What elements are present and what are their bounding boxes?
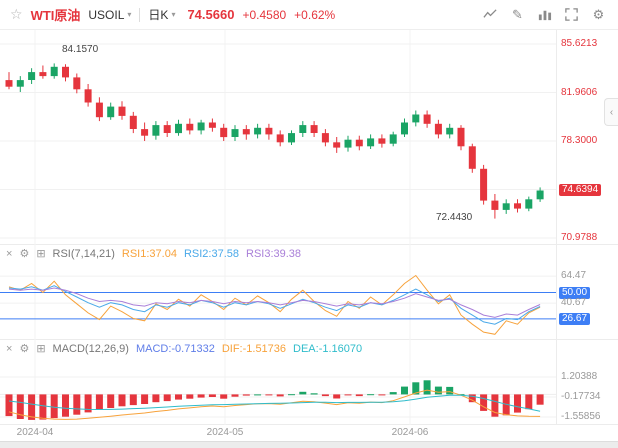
rsi2-value: RSI2:37.58 xyxy=(183,248,239,260)
candles xyxy=(5,63,544,219)
rsi-title: RSI(7,14,21) xyxy=(52,248,115,260)
macd-tick-label: 1.20388 xyxy=(561,371,598,382)
macd-histogram xyxy=(5,380,544,420)
current-price-label: 74.6394 xyxy=(559,184,602,196)
settings-gear-icon[interactable]: ⚙ xyxy=(592,6,605,22)
interval-label: 日K xyxy=(148,8,169,22)
macd-axis: 1.20388 -0.17734 -1.55856 xyxy=(556,340,618,424)
price-tick-label: 78.3000 xyxy=(561,135,598,146)
macd-chart[interactable] xyxy=(0,340,556,425)
macd-tick-label: -1.55856 xyxy=(561,411,601,422)
macd-settings-icon[interactable]: ⚙ xyxy=(19,343,30,355)
toolbar: ☆ WTI原油 USOIL ▾ 日K ▾ 74.5660 +0.4580 +0.… xyxy=(0,0,618,30)
rsi3-value: RSI3:39.38 xyxy=(246,248,302,260)
bottom-strip xyxy=(0,441,618,448)
price-change-percent: +0.62% xyxy=(294,7,336,22)
time-axis-label: 2024-06 xyxy=(391,427,429,438)
price-tick-label: 81.9606 xyxy=(561,87,598,98)
indicators-icon[interactable] xyxy=(535,5,554,24)
time-axis-label: 2024-04 xyxy=(16,427,54,438)
trendline-tool-icon[interactable] xyxy=(481,5,500,24)
rsi-pane: × ⚙ ⊞ RSI(7,14,21) RSI1:37.04 RSI2:37.58… xyxy=(0,245,618,340)
chevron-down-icon: ▾ xyxy=(171,10,176,19)
interval-selector[interactable]: 日K ▾ xyxy=(148,6,175,23)
price-tick-label: 85.6213 xyxy=(561,38,598,49)
rsi-axis: 64.47 50.00 40.67 26.67 xyxy=(556,245,618,339)
rsi-tick-label: 50.00 xyxy=(559,287,591,299)
rsi-tick-label: 64.47 xyxy=(561,270,587,281)
symbol-name[interactable]: WTI原油 xyxy=(30,8,81,23)
draw-pencil-icon[interactable]: ✎ xyxy=(512,6,523,22)
dif-line xyxy=(8,389,541,420)
symbol-code: USOIL xyxy=(88,7,125,22)
price-annotation: 72.4430 xyxy=(436,212,473,223)
rsi-chart[interactable] xyxy=(0,245,556,340)
price-pane: 84.1570 72.4430 85.6213 81.9606 78.3000 74.6… xyxy=(0,30,618,245)
macd-value: MACD:-0.71332 xyxy=(135,343,215,355)
fullscreen-icon[interactable] xyxy=(562,5,581,24)
time-axis[interactable]: 2024-04 2024-05 2024-06 xyxy=(0,425,618,441)
macd-pane: × ⚙ ⊞ MACD(12,26,9) MACD:-0.71332 DIF:-1… xyxy=(0,340,618,425)
macd-tick-label: -0.17734 xyxy=(561,391,601,402)
rsi-settings-icon[interactable]: ⚙ xyxy=(19,248,30,260)
price-axis[interactable]: 85.6213 81.9606 78.3000 74.6394 70.9788 xyxy=(556,30,618,244)
macd-header: × ⚙ ⊞ MACD(12,26,9) MACD:-0.71332 DIF:-1… xyxy=(6,342,362,356)
chevron-down-icon: ▾ xyxy=(127,10,132,19)
rsi-line-RSI1 xyxy=(8,274,541,335)
dea-line xyxy=(8,394,541,412)
macd-close-icon[interactable]: × xyxy=(6,343,13,355)
price-change: +0.4580 xyxy=(242,7,287,22)
price-tick-label: 70.9788 xyxy=(561,232,598,243)
dif-value: DIF:-1.51736 xyxy=(221,343,287,355)
macd-expand-icon[interactable]: ⊞ xyxy=(36,343,46,355)
macd-title: MACD(12,26,9) xyxy=(52,343,129,355)
rsi-line-RSI3 xyxy=(8,287,541,318)
rsi-tick-label: 26.67 xyxy=(559,313,591,325)
rsi1-value: RSI1:37.04 xyxy=(121,248,177,260)
time-axis-label: 2024-05 xyxy=(206,427,244,438)
dea-value: DEA:-1.16070 xyxy=(293,343,363,355)
price-annotation: 84.1570 xyxy=(62,44,99,55)
favorite-star-icon[interactable]: ☆ xyxy=(10,6,23,22)
price-chart[interactable]: 84.1570 72.4430 xyxy=(0,30,556,245)
rsi-close-icon[interactable]: × xyxy=(6,248,13,260)
rsi-expand-icon[interactable]: ⊞ xyxy=(36,248,46,260)
symbol-selector[interactable]: USOIL ▾ xyxy=(88,8,131,22)
rsi-tick-label: 40.67 xyxy=(561,297,587,308)
toolbar-divider xyxy=(139,7,141,22)
last-price: 74.5660 xyxy=(187,7,235,22)
collapse-panel-button[interactable]: ‹ xyxy=(604,98,618,126)
rsi-header: × ⚙ ⊞ RSI(7,14,21) RSI1:37.04 RSI2:37.58… xyxy=(6,247,301,261)
